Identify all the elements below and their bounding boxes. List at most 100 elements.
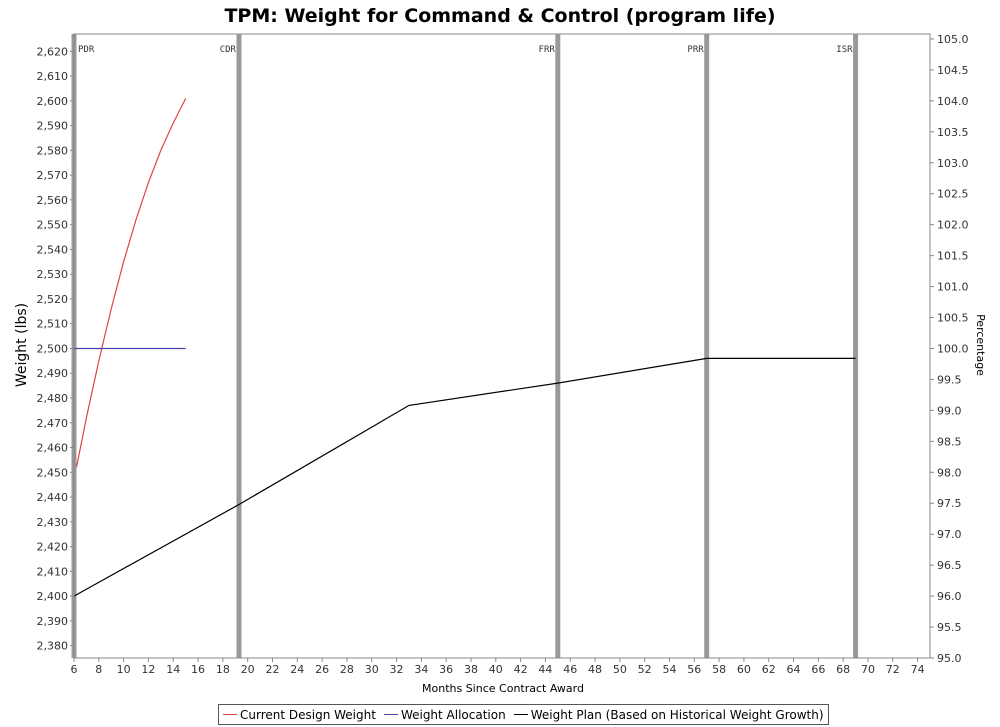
x-tick-label: 12 xyxy=(141,663,155,676)
x-tick-label: 22 xyxy=(265,663,279,676)
y-tick-label: 2,580 xyxy=(37,144,69,157)
x-tick-label: 30 xyxy=(365,663,379,676)
legend-item-weight-allocation: Weight Allocation xyxy=(383,707,506,722)
legend-swatch-weight-plan xyxy=(513,714,528,715)
y-tick-label: 2,500 xyxy=(37,342,69,355)
x-tick-label: 14 xyxy=(166,663,180,676)
y-tick-label: 2,530 xyxy=(37,268,69,281)
x-tick-label: 56 xyxy=(687,663,701,676)
plot-area xyxy=(73,33,931,659)
x-tick-label: 64 xyxy=(787,663,801,676)
y-tick-label: 2,410 xyxy=(37,565,69,578)
series-line-weight-plan-based-on-historical-weight-growth xyxy=(73,357,856,597)
x-tick-label: 48 xyxy=(588,663,602,676)
y2-tick-label: 103.0 xyxy=(937,157,969,170)
y2-tick-label: 102.5 xyxy=(937,188,969,201)
x-tick-label: 10 xyxy=(117,663,131,676)
y-tick-label: 2,440 xyxy=(37,491,69,504)
y-tick-label: 2,400 xyxy=(37,590,69,603)
y-axis-left: 2,380 2,390 2,400 2,410 2,420 2,430 2,440 2,450… xyxy=(37,34,75,658)
chart-legend: Current Design Weight Weight Allocation … xyxy=(218,704,829,725)
y2-tick-label: 99.0 xyxy=(937,404,962,417)
chart-canvas: TPM: Weight for Command & Control (progr… xyxy=(14,5,987,695)
x-tick-label: 16 xyxy=(191,663,205,676)
x-tick-label: 52 xyxy=(638,663,652,676)
y2-tick-label: 95.5 xyxy=(937,621,962,634)
milestone-label-cdr: CDR xyxy=(220,45,237,55)
y2-tick-label: 97.0 xyxy=(937,528,962,541)
y2-tick-label: 105.0 xyxy=(937,33,969,46)
y2-tick-label: 98.0 xyxy=(937,466,962,479)
y2-tick-label: 101.0 xyxy=(937,281,969,294)
x-tick-label: 66 xyxy=(811,663,825,676)
x-axis-label: Months Since Contract Award xyxy=(422,682,584,695)
y-tick-label: 2,460 xyxy=(37,442,69,455)
y2-tick-label: 96.5 xyxy=(937,559,962,572)
x-tick-label: 26 xyxy=(315,663,329,676)
x-tick-label: 36 xyxy=(439,663,453,676)
milestone-label-prr: PRR xyxy=(687,45,704,55)
series-group xyxy=(73,98,856,597)
x-tick-label: 38 xyxy=(464,663,478,676)
y-tick-label: 2,390 xyxy=(37,615,69,628)
y-tick-label: 2,450 xyxy=(37,466,69,479)
x-tick-label: 50 xyxy=(613,663,627,676)
y2-tick-label: 96.0 xyxy=(937,590,962,603)
milestone-label-isr: ISR xyxy=(836,45,853,55)
y2-tick-label: 103.5 xyxy=(937,126,969,139)
x-tick-label: 54 xyxy=(662,663,676,676)
y-tick-label: 2,560 xyxy=(37,194,69,207)
x-tick-label: 72 xyxy=(886,663,900,676)
x-tick-label: 58 xyxy=(712,663,726,676)
y2-tick-label: 99.5 xyxy=(937,373,962,386)
y2-tick-label: 104.5 xyxy=(937,64,969,77)
y2-tick-label: 104.0 xyxy=(937,95,969,108)
y-tick-label: 2,570 xyxy=(37,169,69,182)
milestone-label-pdr: PDR xyxy=(78,45,95,55)
y2-tick-label: 102.0 xyxy=(937,219,969,232)
y-tick-label: 2,430 xyxy=(37,516,69,529)
x-tick-label: 28 xyxy=(340,663,354,676)
legend-label-weight-allocation: Weight Allocation xyxy=(400,707,506,722)
y-axis-right: 95.0 95.5 96.0 96.5 97.0 97.5 98.0 98.5 99.0 99.5… xyxy=(929,33,969,665)
x-tick-label: 20 xyxy=(241,663,255,676)
legend-swatch-weight-allocation xyxy=(383,714,398,715)
x-tick-label: 70 xyxy=(861,663,875,676)
y-tick-label: 2,520 xyxy=(37,293,69,306)
y-tick-label: 2,600 xyxy=(37,95,69,108)
y-tick-label: 2,510 xyxy=(37,318,69,331)
x-tick-label: 46 xyxy=(563,663,577,676)
x-tick-label: 6 xyxy=(71,663,78,676)
x-tick-label: 18 xyxy=(216,663,230,676)
x-tick-label: 68 xyxy=(836,663,850,676)
x-axis: 6 8 10 12 14 16 18 20 22 24 26 28 30 32 34 36 38 40 42 44 46… xyxy=(71,657,930,676)
y2-tick-label: 101.5 xyxy=(937,250,969,263)
y-tick-label: 2,540 xyxy=(37,243,69,256)
y2-axis-label: Percentage xyxy=(974,314,987,376)
x-tick-label: 42 xyxy=(514,663,528,676)
legend-label-weight-plan: Weight Plan (Based on Historical Weight … xyxy=(530,707,824,722)
y-tick-label: 2,490 xyxy=(37,367,69,380)
y2-tick-label: 95.0 xyxy=(937,652,962,665)
chart-title: TPM: Weight for Command & Control (progr… xyxy=(224,5,775,27)
legend-item-current-design-weight: Current Design Weight xyxy=(223,708,376,722)
x-tick-label: 44 xyxy=(538,663,552,676)
x-tick-label: 40 xyxy=(489,663,503,676)
y2-tick-label: 97.5 xyxy=(937,497,962,510)
y-tick-label: 2,590 xyxy=(37,120,69,133)
legend-label-current-design-weight: Current Design Weight xyxy=(240,707,376,722)
legend-item-weight-plan: Weight Plan (Based on Historical Weight … xyxy=(513,707,824,722)
y-tick-label: 2,420 xyxy=(37,541,69,554)
y-tick-label: 2,610 xyxy=(37,70,69,83)
milestone-label-frr: FRR xyxy=(539,45,556,55)
y-tick-label: 2,550 xyxy=(37,219,69,232)
x-tick-label: 34 xyxy=(414,663,428,676)
y2-tick-label: 100.5 xyxy=(937,312,969,325)
x-tick-label: 74 xyxy=(911,663,925,676)
y-axis-label: Weight (lbs) xyxy=(14,303,30,387)
y-tick-label: 2,620 xyxy=(37,45,69,58)
x-tick-label: 60 xyxy=(737,663,751,676)
y-tick-label: 2,480 xyxy=(37,392,69,405)
legend-swatch-current-design-weight xyxy=(223,714,237,715)
series-line-current-design-weight xyxy=(75,98,187,468)
